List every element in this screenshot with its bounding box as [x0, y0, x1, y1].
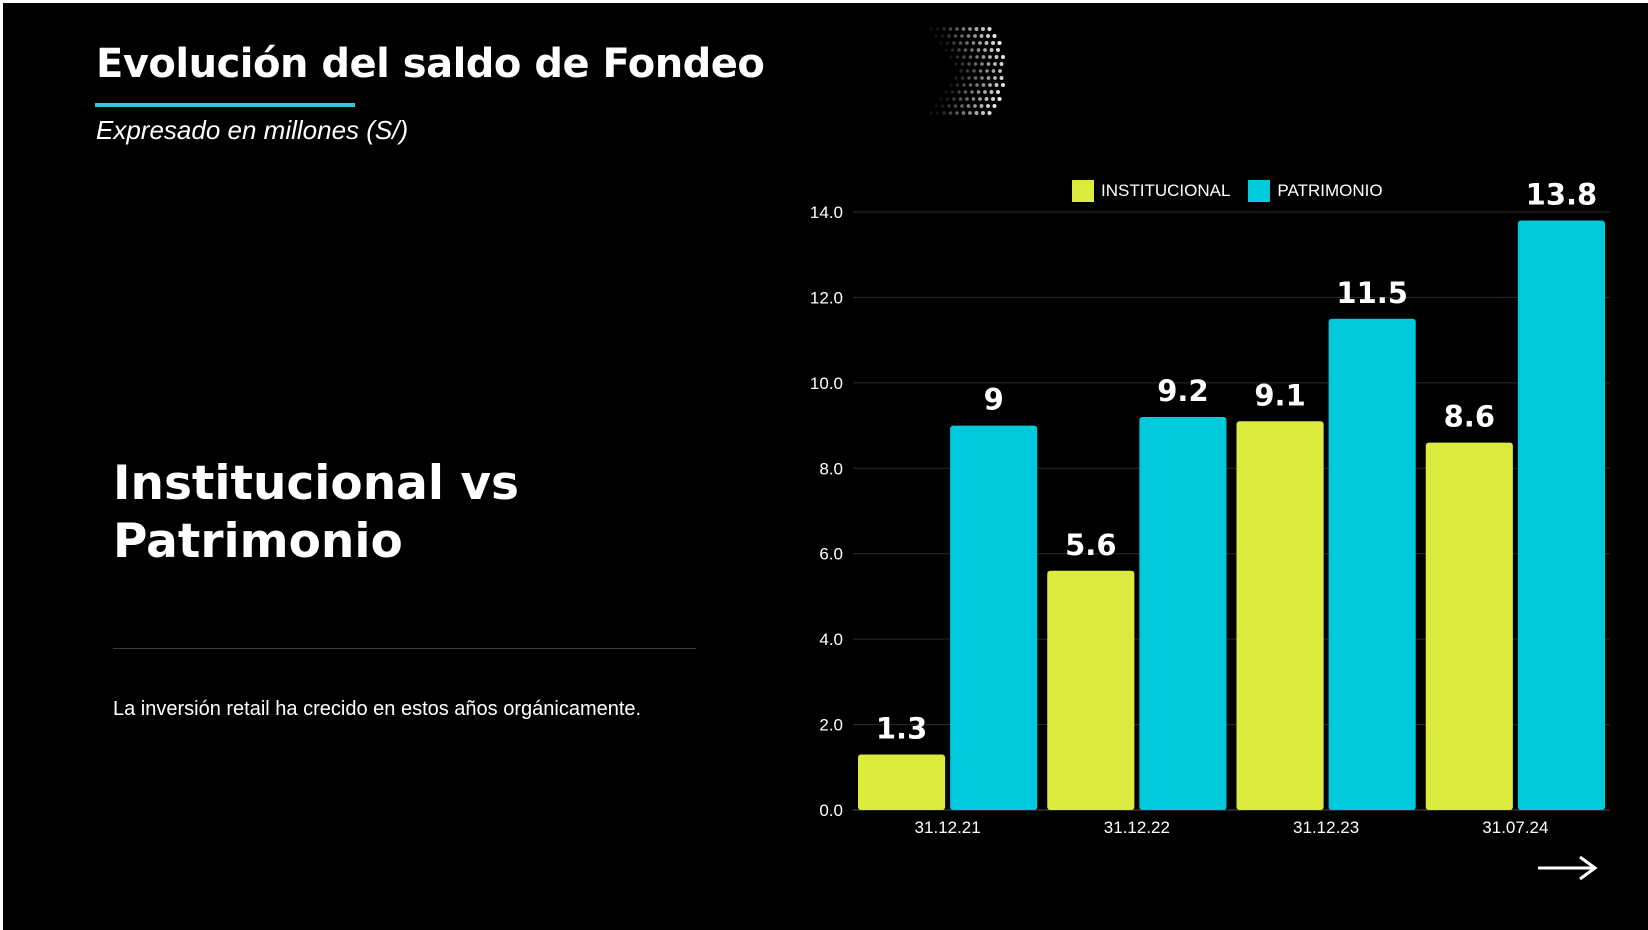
- title-underline: [95, 103, 355, 107]
- chart-legend: INSTITUCIONAL PATRIMONIO: [1072, 180, 1383, 202]
- note-text: La inversión retail ha crecido en estos …: [113, 698, 642, 720]
- y-tick-label: 10.0: [810, 374, 843, 393]
- x-tick-label: 31.12.22: [1104, 818, 1170, 837]
- arrow-right-icon[interactable]: [1536, 853, 1600, 883]
- data-label: 8.6: [1444, 400, 1495, 434]
- section-heading: Institucional vs Patrimonio: [113, 455, 519, 571]
- page-subtitle: Expresado en millones (S/): [96, 115, 409, 145]
- bar-institucional: [1236, 421, 1324, 810]
- data-label: 9.1: [1254, 378, 1305, 412]
- y-tick-label: 4.0: [819, 630, 843, 649]
- page-title: Evolución del saldo de Fondeo: [96, 41, 765, 87]
- x-tick-label: 31.07.24: [1482, 818, 1548, 837]
- slide: Evolución del saldo de Fondeo Expresado …: [3, 3, 1648, 930]
- y-tick-label: 14.0: [810, 203, 843, 222]
- bar-patrimonio: [1517, 220, 1605, 811]
- y-tick-label: 0.0: [819, 801, 843, 820]
- data-label: 5.6: [1065, 528, 1116, 562]
- bar-patrimonio: [1328, 318, 1416, 810]
- bar-patrimonio: [950, 425, 1038, 810]
- x-tick-label: 31.12.21: [915, 818, 981, 837]
- bar-institucional: [858, 754, 946, 810]
- bar-institucional: [1425, 442, 1513, 810]
- bar-chart: 0.0 2.0 4.0 6.0 8.0 10.0 12.0 14.0 1.3 9 31.12.21 5…: [810, 178, 1610, 837]
- data-label: 9: [984, 383, 1004, 417]
- dotted-chevron-icon: [929, 26, 1005, 116]
- divider: [113, 648, 696, 649]
- legend-label-institucional: INSTITUCIONAL: [1101, 181, 1231, 200]
- legend-label-patrimonio: PATRIMONIO: [1277, 181, 1383, 200]
- data-label: 13.8: [1526, 178, 1598, 212]
- legend-swatch-patrimonio: [1248, 180, 1271, 202]
- legend-item-patrimonio: PATRIMONIO: [1248, 180, 1383, 202]
- y-tick-label: 2.0: [819, 716, 843, 735]
- y-tick-label: 6.0: [819, 545, 843, 564]
- data-label: 11.5: [1336, 276, 1408, 310]
- x-tick-label: 31.12.23: [1293, 818, 1359, 837]
- y-tick-label: 8.0: [819, 459, 843, 478]
- section-heading-line2: Patrimonio: [113, 514, 403, 569]
- bar-patrimonio: [1139, 417, 1227, 810]
- legend-item-institucional: INSTITUCIONAL: [1072, 180, 1230, 202]
- data-label: 9.2: [1157, 374, 1208, 408]
- bar-institucional: [1047, 570, 1135, 810]
- data-label: 1.3: [876, 711, 927, 745]
- y-tick-label: 12.0: [810, 288, 843, 307]
- section-heading-line1: Institucional vs: [113, 456, 519, 511]
- legend-swatch-institucional: [1072, 180, 1094, 202]
